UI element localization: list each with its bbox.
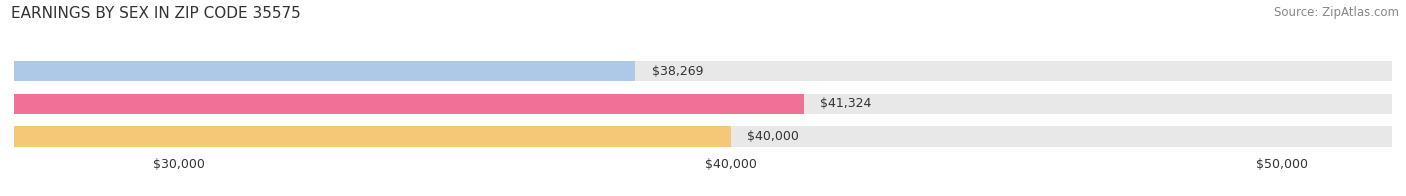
Bar — [0, 61, 636, 81]
Text: EARNINGS BY SEX IN ZIP CODE 35575: EARNINGS BY SEX IN ZIP CODE 35575 — [11, 6, 301, 21]
Bar — [0, 94, 1392, 114]
Text: $40,000: $40,000 — [747, 130, 799, 143]
Bar — [0, 94, 804, 114]
Bar — [0, 61, 1392, 81]
Text: $41,324: $41,324 — [820, 97, 872, 110]
Text: Source: ZipAtlas.com: Source: ZipAtlas.com — [1274, 6, 1399, 19]
Bar — [0, 126, 731, 147]
Bar — [0, 126, 1392, 147]
Text: $38,269: $38,269 — [652, 65, 703, 78]
